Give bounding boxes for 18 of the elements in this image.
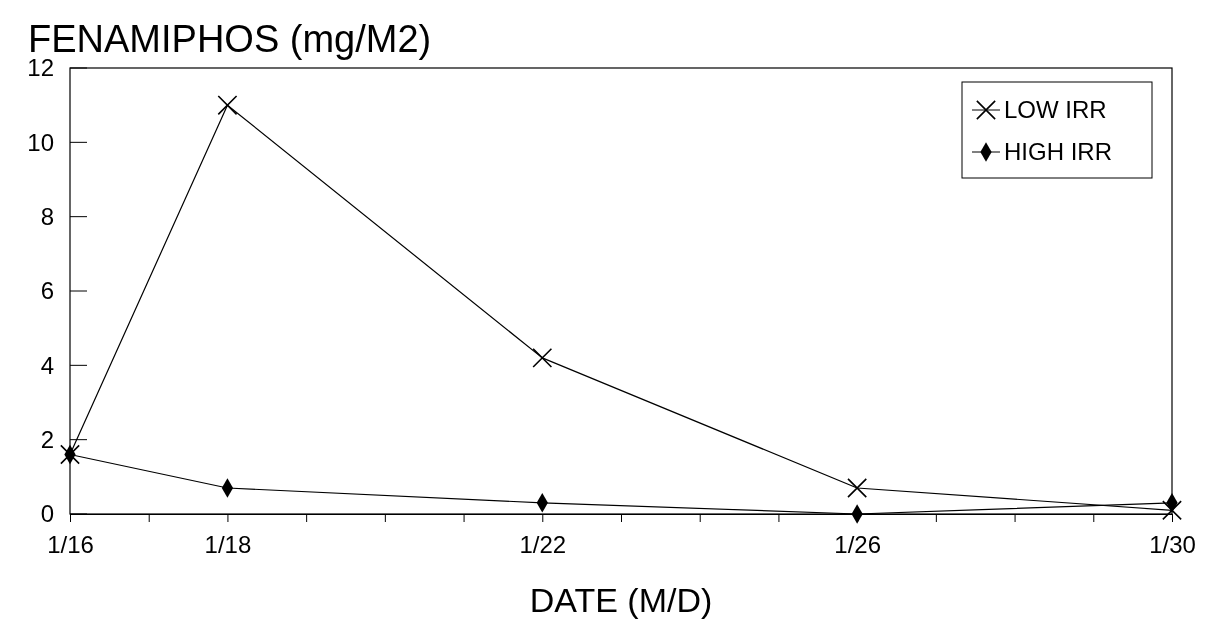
x-tick-label: 1/22: [519, 531, 567, 559]
y-tick-label: 0: [40, 500, 54, 528]
y-tick-label: 10: [27, 128, 54, 156]
x-tick-label: 1/30: [1149, 531, 1196, 559]
legend-label: LOW IRR: [1004, 96, 1107, 124]
y-tick-label: 2: [40, 426, 54, 454]
x-axis-title: DATE (M/D): [529, 581, 713, 619]
point: [847, 478, 868, 498]
x-tick-label: 1/16: [47, 531, 94, 559]
y-tick-label: 6: [40, 277, 54, 305]
legend-label: HIGH IRR: [1004, 138, 1112, 166]
point: [532, 347, 553, 368]
point: [1162, 500, 1182, 521]
y-tick-label: 8: [40, 203, 54, 231]
point: [217, 95, 238, 116]
x-tick-label: 1/26: [834, 531, 881, 559]
x-tick-label: 1/18: [204, 531, 252, 559]
y-tick-label: 4: [40, 351, 54, 379]
